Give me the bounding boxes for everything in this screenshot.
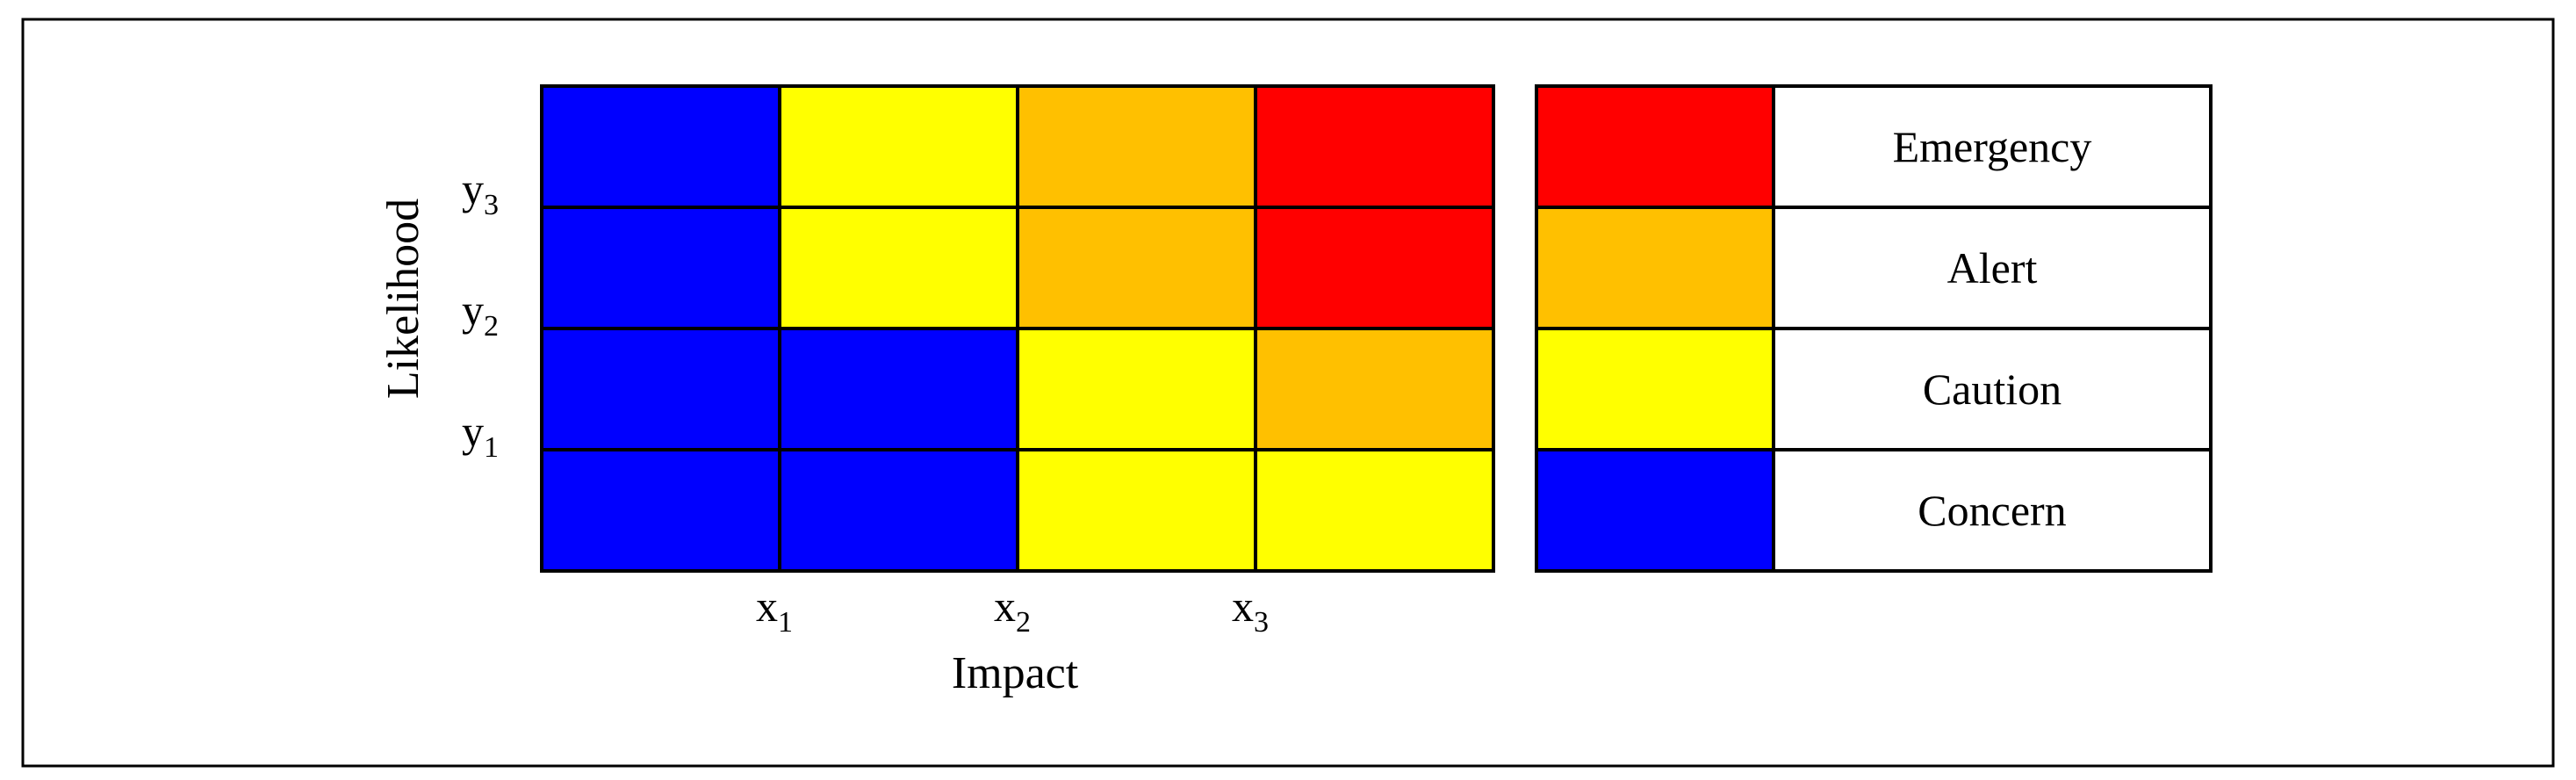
- legend-label-box: [1772, 448, 2213, 573]
- heatmap-cell: [1016, 84, 1257, 209]
- legend-swatch: [1535, 206, 1775, 330]
- heatmap-cell: [1254, 448, 1495, 573]
- y-tick-label: y1: [462, 407, 499, 464]
- heatmap-cell: [1254, 206, 1495, 330]
- x-tick-label: x2: [994, 581, 1031, 639]
- heatmap-cell: [540, 327, 781, 451]
- legend: Emergency Alert Caution Concern: [1535, 84, 2213, 573]
- heatmap-cell: [1254, 84, 1495, 209]
- heatmap-cell: [1016, 327, 1257, 451]
- x-axis-label: Impact: [952, 648, 1079, 698]
- y-tick-label: y3: [462, 164, 499, 221]
- y-axis-label: Likelihood: [378, 199, 428, 399]
- legend-swatch: [1535, 448, 1775, 573]
- heatmap-cell: [1016, 448, 1257, 573]
- x-axis-ticks: x1 x2 x3: [756, 581, 1269, 639]
- legend-swatch: [1535, 84, 1775, 209]
- legend-label: Concern: [1918, 486, 2066, 535]
- y-axis-ticks: y1 y2 y3: [462, 164, 499, 464]
- legend-swatch: [1535, 327, 1775, 451]
- heatmap-cell: [778, 448, 1019, 573]
- heatmap-grid: [540, 84, 1495, 573]
- heatmap-cell: [1254, 327, 1495, 451]
- heatmap-cell: [778, 327, 1019, 451]
- y-tick-label: y2: [462, 285, 499, 343]
- legend-label: Emergency: [1893, 122, 2092, 171]
- legend-label: Alert: [1947, 243, 2038, 292]
- heatmap-cell: [1016, 206, 1257, 330]
- legend-label: Caution: [1923, 365, 2062, 414]
- x-tick-label: x1: [756, 581, 793, 639]
- x-tick-label: x3: [1232, 581, 1269, 639]
- heatmap-cell: [540, 206, 781, 330]
- heatmap-cell: [778, 206, 1019, 330]
- heatmap-cell: [778, 84, 1019, 209]
- heatmap-cell: [540, 84, 781, 209]
- heatmap-cell: [540, 448, 781, 573]
